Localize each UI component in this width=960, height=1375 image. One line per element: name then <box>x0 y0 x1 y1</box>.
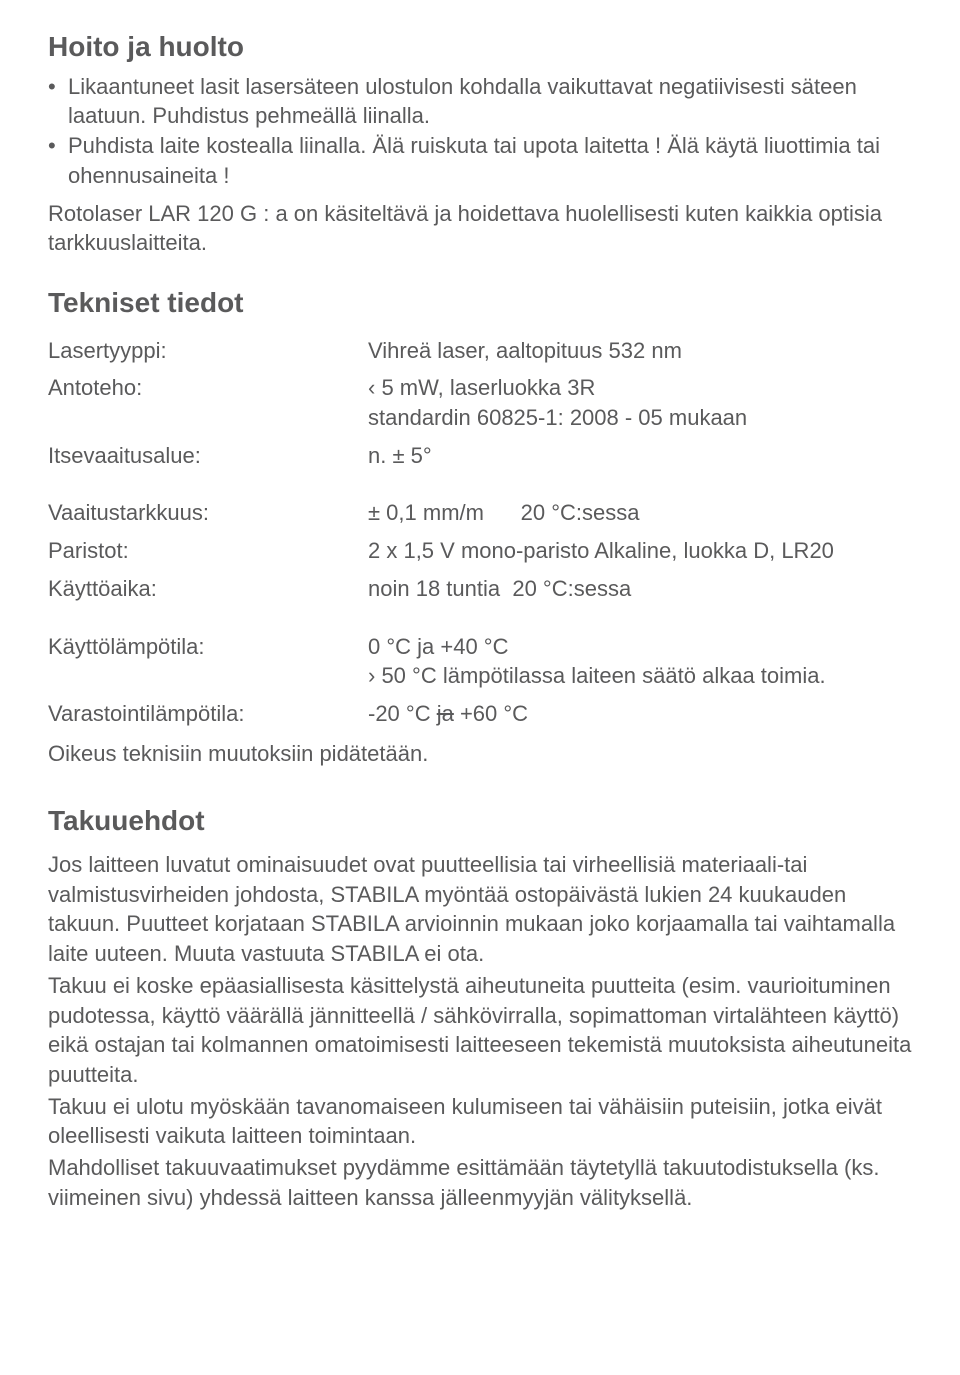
care-paragraph: Rotolaser LAR 120 G : a on käsiteltävä j… <box>48 199 912 258</box>
spec-value: ± 0,1 mm/m 20 °C:sessa <box>368 498 912 528</box>
spec-label: Käyttöaika: <box>48 574 368 604</box>
storage-strike: ja <box>437 701 454 726</box>
spec-row: Käyttöaika: noin 18 tuntia 20 °C:sessa <box>48 574 912 604</box>
spec-label: Varastointilämpötila: <box>48 699 368 729</box>
warranty-paragraph: Mahdolliset takuuvaatimukset pyydämme es… <box>48 1153 912 1212</box>
section-title-care: Hoito ja huolto <box>48 28 912 66</box>
spec-row: Vaaitustarkkuus: ± 0,1 mm/m 20 °C:sessa <box>48 498 912 528</box>
storage-post: +60 °C <box>454 701 528 726</box>
spec-label: Itsevaaitusalue: <box>48 441 368 471</box>
spec-value: noin 18 tuntia 20 °C:sessa <box>368 574 912 604</box>
spec-value: ‹ 5 mW, laserluokka 3R standardin 60825-… <box>368 373 912 432</box>
spec-label: Käyttölämpötila: <box>48 632 368 662</box>
warranty-paragraph: Jos laitteen luvatut ominaisuudet ovat p… <box>48 850 912 969</box>
spec-row: Lasertyyppi: Vihreä laser, aaltopituus 5… <box>48 336 912 366</box>
spec-label: Vaaitustarkkuus: <box>48 498 368 528</box>
spec-value: Vihreä laser, aaltopituus 532 nm <box>368 336 912 366</box>
spec-row: Antoteho: ‹ 5 mW, laserluokka 3R standar… <box>48 373 912 432</box>
spec-row: Itsevaaitusalue: n. ± 5° <box>48 441 912 471</box>
spec-label: Paristot: <box>48 536 368 566</box>
specs-footer: Oikeus teknisiin muutoksiin pidätetään. <box>48 739 912 769</box>
spec-table: Lasertyyppi: Vihreä laser, aaltopituus 5… <box>48 336 912 729</box>
warranty-paragraph: Takuu ei koske epäasiallisesta käsittely… <box>48 971 912 1090</box>
spec-value: 0 °C ja +40 °C › 50 °C lämpötilassa lait… <box>368 632 912 691</box>
spec-label: Lasertyyppi: <box>48 336 368 366</box>
warranty-paragraph: Takuu ei ulotu myöskään tavanomaiseen ku… <box>48 1092 912 1151</box>
spec-value-storage: -20 °C ja +60 °C <box>368 699 912 729</box>
spec-row: Paristot: 2 x 1,5 V mono-paristo Alkalin… <box>48 536 912 566</box>
care-bullet-list: Likaantuneet lasit lasersäteen ulostulon… <box>48 72 912 191</box>
spec-value: n. ± 5° <box>368 441 912 471</box>
spec-value: 2 x 1,5 V mono-paristo Alkaline, luokka … <box>368 536 912 566</box>
spec-row-storage: Varastointilämpötila: -20 °C ja +60 °C <box>48 699 912 729</box>
section-title-warranty: Takuuehdot <box>48 802 912 840</box>
spec-label: Antoteho: <box>48 373 368 403</box>
care-bullet-item: Likaantuneet lasit lasersäteen ulostulon… <box>48 72 912 131</box>
section-title-specs: Tekniset tiedot <box>48 284 912 322</box>
storage-pre: -20 °C <box>368 701 437 726</box>
spec-row: Käyttölämpötila: 0 °C ja +40 °C › 50 °C … <box>48 632 912 691</box>
care-bullet-item: Puhdista laite kostealla liinalla. Älä r… <box>48 131 912 190</box>
